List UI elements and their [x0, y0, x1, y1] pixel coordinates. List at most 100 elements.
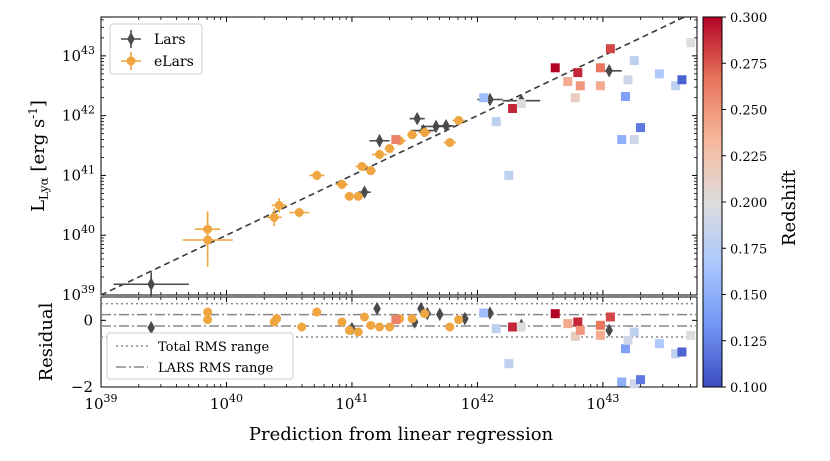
legend-label-lars-rms: LARS RMS range — [158, 361, 274, 376]
residual-elars-point — [454, 315, 464, 325]
lars-point — [375, 134, 384, 148]
lars-point — [432, 119, 440, 134]
x-tick-label: 1043 — [586, 392, 619, 413]
legend-marker-elars — [126, 56, 136, 66]
residual-square-point — [654, 339, 664, 349]
residual-square-point — [391, 315, 401, 325]
redshift-square-point — [479, 93, 489, 103]
redshift-square-point — [595, 81, 605, 91]
residual-elars-point — [297, 322, 307, 332]
residual-y-axis-label: Residual — [36, 302, 57, 381]
residual-y-tick-label: 0 — [83, 311, 93, 329]
elars-point — [274, 200, 284, 210]
residual-elars-point — [312, 307, 322, 317]
redshift-square-point — [550, 63, 560, 73]
elars-point — [420, 127, 430, 137]
main-y-axis-label: LLyα [erg s-1] — [26, 100, 51, 212]
elars-point — [357, 161, 367, 171]
residual-square-point — [595, 330, 605, 340]
residual-square-point — [516, 322, 526, 332]
elars-point — [353, 191, 363, 201]
redshift-square-point — [504, 170, 514, 180]
residual-square-point — [570, 331, 580, 341]
x-axis-label: Prediction from linear regression — [249, 424, 554, 445]
residual-elars-point — [353, 327, 363, 337]
residual-lars-point — [461, 311, 469, 326]
lars-point — [442, 119, 450, 133]
y-label-unit-exp: -1 — [26, 107, 40, 119]
residual-legend-box — [106, 332, 294, 380]
elars-point — [407, 130, 417, 140]
legend-label-lars: Lars — [154, 32, 186, 48]
colorbar-tick-label: 0.175 — [730, 242, 767, 257]
y-label-close: ] — [28, 100, 49, 107]
main-y-tick-label: 1039 — [62, 283, 95, 304]
residual-elars-point — [203, 307, 213, 317]
residual-elars-point — [420, 309, 430, 319]
y-label-sub: Lyα — [37, 177, 51, 200]
elars-point — [454, 115, 464, 125]
residual-square-point — [629, 379, 639, 389]
elars-point — [366, 166, 376, 176]
colorbar-bar — [702, 16, 723, 388]
residual-square-point — [550, 309, 560, 319]
elars-point — [294, 207, 304, 217]
redshift-square-point — [623, 75, 633, 85]
redshift-square-point — [570, 93, 580, 103]
residual-square-point — [617, 377, 627, 387]
lars-point — [605, 64, 613, 78]
residual-square-point — [563, 319, 573, 329]
residual-square-point — [573, 317, 583, 327]
main-legend: Lars eLars — [109, 23, 203, 75]
legend-label-elars: eLars — [154, 54, 194, 70]
main-y-tick-label: 1042 — [62, 104, 95, 125]
main-y-tick-label: 1041 — [62, 163, 95, 184]
colorbar-tick-label: 0.150 — [730, 289, 767, 304]
residual-lars-point — [436, 307, 444, 322]
redshift-square-point — [686, 38, 696, 48]
elars-point — [445, 138, 455, 148]
svg-text:LLyα [erg s-1]: LLyα [erg s-1] — [26, 100, 51, 212]
redshift-square-point — [595, 63, 605, 73]
residual-square-point — [504, 359, 514, 369]
residual-square-point — [479, 308, 489, 318]
elars-point — [337, 179, 347, 189]
residual-square-point — [620, 344, 630, 354]
main-y-tick-label: 1043 — [62, 44, 95, 65]
residual-plot: 1039 1040 1041 1042 1043 0 −2 Total RMS range LA… — [71, 297, 697, 413]
elars-point — [375, 150, 385, 160]
residual-square-point — [575, 325, 585, 335]
lars-point — [147, 277, 155, 291]
legend-marker-lars — [127, 32, 135, 46]
colorbar-tick-label: 0.100 — [730, 381, 767, 396]
x-tick-label: 1041 — [335, 392, 368, 413]
residual-y-tick-label: −2 — [71, 378, 93, 396]
colorbar-tick-label: 0.300 — [730, 11, 767, 26]
residual-lars-point — [605, 323, 613, 338]
elars-point — [344, 191, 354, 201]
residual-elars-point — [366, 320, 376, 330]
colorbar-tick-label: 0.200 — [730, 196, 767, 211]
residual-lars-point — [147, 320, 155, 335]
y-label-unit: [erg s — [28, 119, 49, 172]
residual-elars-point — [337, 317, 347, 327]
redshift-colorbar: 0.100 0.125 0.150 0.175 0.200 0.225 0.250 0.275… — [702, 11, 767, 396]
main-y-tick-label: 1040 — [62, 223, 95, 244]
colorbar-tick-label: 0.225 — [730, 150, 767, 165]
elars-point — [269, 212, 279, 222]
residual-square-point — [636, 375, 646, 385]
redshift-square-point — [620, 92, 630, 102]
elars-point — [203, 235, 213, 245]
colorbar-tick-label: 0.125 — [730, 335, 767, 350]
residual-elars-point — [375, 322, 385, 332]
redshift-square-point — [573, 68, 583, 78]
redshift-square-point — [391, 135, 401, 145]
residual-square-point — [623, 335, 633, 345]
redshift-square-point — [563, 77, 573, 87]
redshift-square-point — [491, 117, 501, 127]
redshift-square-point — [654, 69, 664, 79]
redshift-square-point — [629, 56, 639, 66]
residual-square-point — [686, 330, 696, 340]
redshift-square-point — [508, 103, 518, 113]
